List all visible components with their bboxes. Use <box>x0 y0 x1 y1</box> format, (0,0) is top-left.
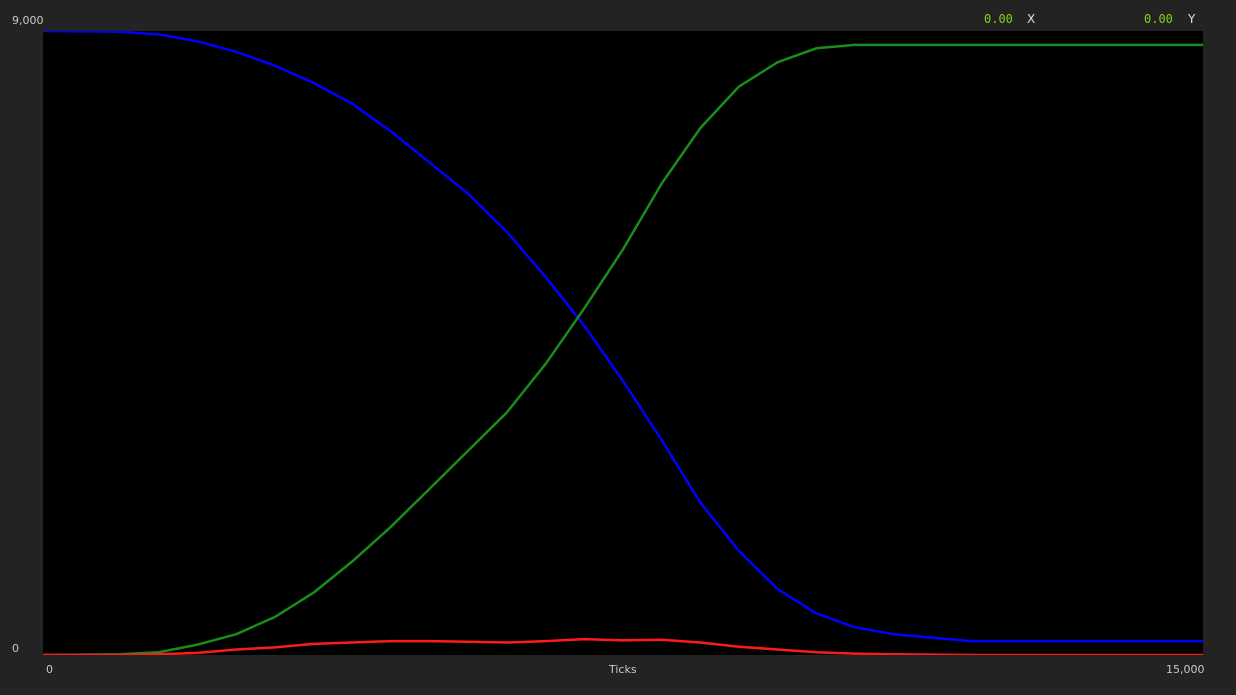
y-readout-label: Y <box>1188 12 1196 26</box>
series-line-2 <box>43 637 1203 655</box>
y-tick-bottom: 0 <box>12 642 19 655</box>
series-line-0 <box>43 31 1203 643</box>
x-tick-start: 0 <box>46 663 53 676</box>
x-axis-title: Ticks <box>609 663 637 676</box>
x-tick-end: 15,000 <box>1166 663 1205 676</box>
x-readout-value: 0.00 <box>984 12 1013 26</box>
y-tick-top: 9,000 <box>12 14 44 27</box>
series-line-1 <box>43 43 1203 655</box>
line-chart <box>43 31 1203 655</box>
y-readout-value: 0.00 <box>1144 12 1173 26</box>
x-readout-label: X <box>1027 12 1036 26</box>
plot-area[interactable] <box>43 31 1203 655</box>
